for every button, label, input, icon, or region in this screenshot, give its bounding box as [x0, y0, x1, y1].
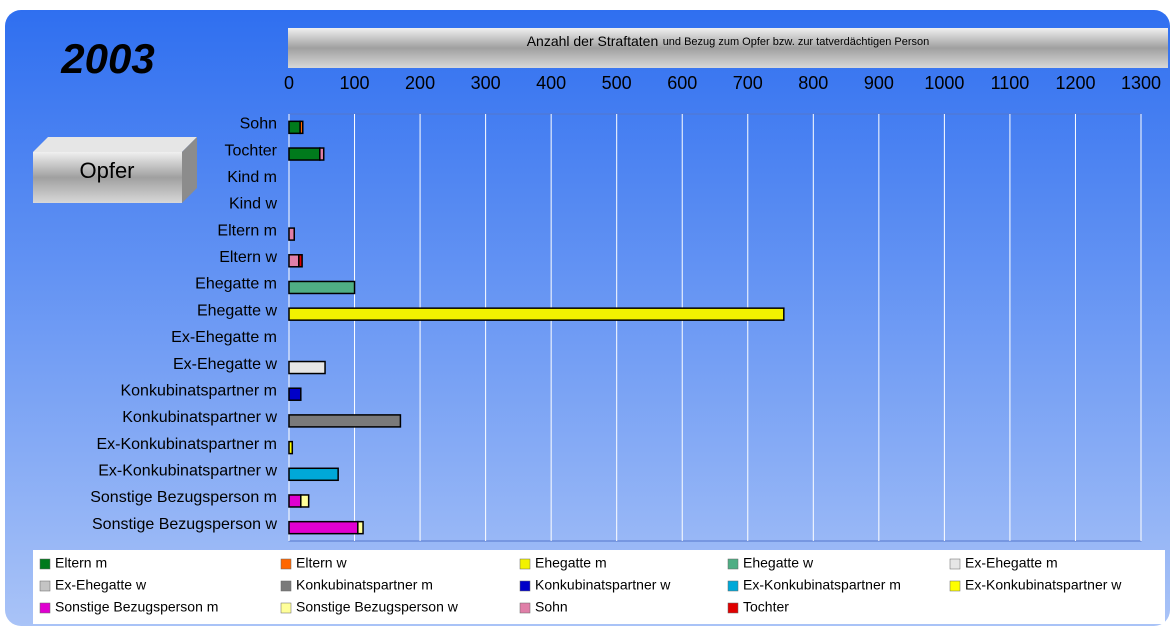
bar-segment	[288, 280, 356, 295]
x-tick-label: 800	[798, 73, 828, 93]
legend-label: Ex-Konkubinatspartner w	[965, 577, 1122, 593]
legend-swatch	[949, 580, 961, 592]
bar-segment	[288, 254, 300, 268]
legend-label: Ehegatte w	[743, 555, 814, 571]
legend-swatch	[949, 558, 961, 570]
y-tick-label: Sonstige Bezugsperson w	[92, 516, 277, 533]
box-side	[182, 137, 197, 203]
bar-segment	[299, 120, 304, 135]
bar-segment	[319, 147, 325, 161]
x-tick-label: 0	[284, 73, 294, 93]
legend-swatch	[519, 602, 531, 614]
year-label: 2003	[60, 35, 154, 82]
x-tick-label: 700	[733, 73, 763, 93]
legend-swatch	[39, 580, 51, 592]
y-tick-label: Ex-Konkubinatspartner w	[98, 463, 277, 480]
legend-box	[33, 550, 1165, 624]
legend-swatch	[727, 558, 739, 570]
legend-label: Ehegatte m	[535, 555, 607, 571]
box-top	[33, 137, 197, 152]
legend-label: Sonstige Bezugsperson w	[296, 599, 459, 615]
bar-segment	[288, 494, 302, 508]
legend-label: Tochter	[743, 599, 789, 615]
bar-segment	[288, 307, 785, 321]
opfer-label: Opfer	[79, 158, 134, 183]
legend-label: Ex-Ehegatte w	[55, 577, 147, 593]
y-tick-label: Kind w	[229, 196, 277, 213]
y-tick-label: Ehegatte w	[197, 302, 278, 319]
legend-label: Eltern m	[55, 555, 107, 571]
y-tick-label: Tochter	[225, 142, 278, 159]
y-tick-label: Sonstige Bezugsperson m	[90, 489, 277, 506]
chart-title: Anzahl der Straftaten	[527, 33, 659, 49]
bar-segment	[288, 387, 302, 401]
bar-segment	[298, 254, 303, 268]
x-tick-label: 1100	[991, 73, 1030, 93]
y-tick-label: Sohn	[240, 116, 277, 133]
y-tick-label: Konkubinatspartner w	[122, 409, 277, 426]
legend-label: Sohn	[535, 599, 568, 615]
x-tick-label: 200	[405, 73, 435, 93]
y-tick-label: Ex-Ehegatte w	[173, 356, 278, 373]
bar-segment	[288, 520, 359, 535]
legend-swatch	[39, 558, 51, 570]
y-tick-label: Konkubinatspartner m	[120, 382, 277, 399]
legend-swatch	[280, 602, 292, 614]
legend-label: Konkubinatspartner m	[296, 577, 433, 593]
x-tick-label: 300	[471, 73, 501, 93]
legend-swatch	[280, 580, 292, 592]
x-tick-label: 1200	[1055, 73, 1095, 93]
title-bar	[288, 28, 1168, 68]
x-tick-label: 1300	[1121, 73, 1161, 93]
chart-title-group: Anzahl der Straftaten und Bezug zum Opfe…	[527, 33, 930, 51]
x-tick-label: 100	[340, 73, 370, 93]
x-tick-label: 500	[602, 73, 632, 93]
bar-segment	[288, 467, 339, 482]
legend-label: Sonstige Bezugsperson m	[55, 599, 218, 615]
bar-segment	[288, 227, 295, 241]
box-front	[33, 152, 182, 203]
x-tick-label: 900	[864, 73, 894, 93]
legend-swatch	[280, 558, 292, 570]
x-tick-label: 1000	[924, 73, 964, 93]
chart-subtitle: und Bezug zum Opfer bzw. zur tatverdächt…	[663, 36, 930, 48]
legend-label: Ex-Konkubinatspartner m	[743, 577, 901, 593]
y-tick-label: Eltern w	[219, 249, 277, 266]
bar-segment	[288, 147, 321, 161]
legend-label: Ex-Ehegatte m	[965, 555, 1058, 571]
bar-segment	[288, 360, 326, 375]
y-tick-label: Eltern m	[217, 222, 277, 239]
legend-swatch	[519, 580, 531, 592]
y-tick-label: Ex-Ehegatte m	[171, 329, 277, 346]
y-tick-label: Ex-Konkubinatspartner m	[96, 436, 277, 453]
legend-swatch	[39, 602, 51, 614]
y-tick-label: Kind m	[227, 169, 277, 186]
legend-swatch	[727, 602, 739, 614]
y-tick-label: Ehegatte m	[195, 276, 277, 293]
bar-segment	[288, 414, 402, 428]
bar-segment	[357, 520, 364, 535]
legend-swatch	[519, 558, 531, 570]
bar-segment	[300, 494, 310, 508]
legend-label: Eltern w	[296, 555, 347, 571]
x-tick-label: 400	[536, 73, 566, 93]
legend-label: Konkubinatspartner w	[535, 577, 671, 593]
bar-segment	[288, 440, 294, 455]
legend-swatch	[727, 580, 739, 592]
bar-segment	[288, 120, 301, 135]
x-tick-label: 600	[667, 73, 697, 93]
